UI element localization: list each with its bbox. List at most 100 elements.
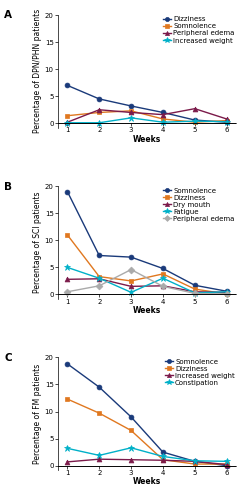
Dry mouth xyxy=(225,290,228,296)
Peripheral edema xyxy=(193,290,196,296)
Dizziness xyxy=(161,456,164,462)
Dizziness xyxy=(130,428,133,434)
Fatigue xyxy=(193,290,196,296)
Somnolence xyxy=(193,458,196,464)
Somnolence xyxy=(161,116,164,122)
Y-axis label: Percentage of SCI patients: Percentage of SCI patients xyxy=(33,192,42,293)
Increased weight xyxy=(66,120,69,126)
X-axis label: Weeks: Weeks xyxy=(133,135,161,144)
Somnolence xyxy=(66,188,69,194)
Dizziness xyxy=(193,117,196,123)
Fatigue xyxy=(130,290,133,296)
Dizziness xyxy=(98,274,101,280)
Constipation xyxy=(193,458,196,464)
Y-axis label: Percentage of DPN/PHN patients: Percentage of DPN/PHN patients xyxy=(33,9,42,134)
Fatigue xyxy=(98,275,101,281)
Dizziness xyxy=(161,110,164,116)
Peripheral edema xyxy=(193,106,196,112)
Somnolence xyxy=(130,108,133,114)
Somnolence xyxy=(161,449,164,455)
Increased weight xyxy=(98,456,101,462)
Constipation xyxy=(161,454,164,460)
X-axis label: Weeks: Weeks xyxy=(133,477,161,486)
Somnolence xyxy=(225,118,228,124)
Increased weight xyxy=(225,118,228,124)
Dry mouth xyxy=(193,289,196,295)
Dry mouth xyxy=(98,276,101,282)
Peripheral edema xyxy=(161,112,164,117)
Dry mouth xyxy=(130,284,133,290)
Peripheral edema xyxy=(130,110,133,116)
Line: Dizziness: Dizziness xyxy=(65,396,229,466)
Dry mouth xyxy=(66,276,69,282)
Line: Dry mouth: Dry mouth xyxy=(65,276,229,294)
Dizziness xyxy=(130,103,133,109)
Legend: Somnolence, Dizziness, Dry mouth, Fatigue, Peripheral edema: Somnolence, Dizziness, Dry mouth, Fatigu… xyxy=(162,187,235,222)
Dizziness xyxy=(66,396,69,402)
Somnolence xyxy=(130,414,133,420)
Peripheral edema xyxy=(225,291,228,297)
Somnolence xyxy=(66,361,69,367)
Constipation xyxy=(98,452,101,458)
Somnolence xyxy=(98,252,101,258)
Line: Somnolence: Somnolence xyxy=(65,108,229,124)
Somnolence xyxy=(130,254,133,260)
Somnolence xyxy=(98,110,101,116)
Somnolence xyxy=(98,384,101,390)
Line: Constipation: Constipation xyxy=(64,444,230,465)
Somnolence xyxy=(193,282,196,288)
Peripheral edema xyxy=(98,107,101,113)
Text: B: B xyxy=(4,182,12,192)
Peripheral edema xyxy=(66,119,69,125)
Constipation xyxy=(225,458,228,464)
Dizziness xyxy=(161,271,164,277)
Dry mouth xyxy=(161,283,164,289)
Somnolence xyxy=(66,112,69,118)
Increased weight xyxy=(66,459,69,465)
Dizziness xyxy=(193,286,196,292)
Legend: Dizziness, Somnolence, Peripheral edema, Increased weight: Dizziness, Somnolence, Peripheral edema,… xyxy=(162,16,235,44)
Line: Peripheral edema: Peripheral edema xyxy=(65,106,229,124)
Dizziness xyxy=(98,410,101,416)
Somnolence xyxy=(161,266,164,272)
Text: A: A xyxy=(4,10,12,20)
Dizziness xyxy=(193,461,196,467)
X-axis label: Weeks: Weeks xyxy=(133,306,161,315)
Text: C: C xyxy=(4,353,12,363)
Somnolence xyxy=(225,462,228,468)
Legend: Somnolence, Dizziness, Increased weight, Constipation: Somnolence, Dizziness, Increased weight,… xyxy=(164,358,235,386)
Peripheral edema xyxy=(98,283,101,289)
Dizziness xyxy=(225,119,228,125)
Peripheral edema xyxy=(225,116,228,122)
Line: Increased weight: Increased weight xyxy=(64,114,230,126)
Increased weight xyxy=(130,456,133,462)
Dizziness xyxy=(130,278,133,284)
Dizziness xyxy=(225,291,228,297)
Line: Somnolence: Somnolence xyxy=(65,362,229,468)
Peripheral edema xyxy=(161,284,164,290)
Increased weight xyxy=(130,115,133,121)
Peripheral edema xyxy=(130,266,133,272)
Line: Peripheral edema: Peripheral edema xyxy=(65,267,229,296)
Fatigue xyxy=(225,289,228,295)
Somnolence xyxy=(225,288,228,294)
Fatigue xyxy=(66,264,69,270)
Dizziness xyxy=(225,461,228,467)
Dizziness xyxy=(66,82,69,88)
Constipation xyxy=(66,446,69,452)
Line: Dizziness: Dizziness xyxy=(65,83,229,124)
Increased weight xyxy=(193,118,196,124)
Dizziness xyxy=(66,232,69,238)
Increased weight xyxy=(161,458,164,464)
Constipation xyxy=(130,445,133,451)
Line: Somnolence: Somnolence xyxy=(65,189,229,294)
Line: Increased weight: Increased weight xyxy=(65,456,229,467)
Fatigue xyxy=(161,275,164,281)
Increased weight xyxy=(161,119,164,125)
Increased weight xyxy=(98,120,101,126)
Increased weight xyxy=(225,462,228,468)
Somnolence xyxy=(193,119,196,125)
Line: Dizziness: Dizziness xyxy=(65,232,229,296)
Dizziness xyxy=(98,96,101,102)
Line: Fatigue: Fatigue xyxy=(64,264,230,296)
